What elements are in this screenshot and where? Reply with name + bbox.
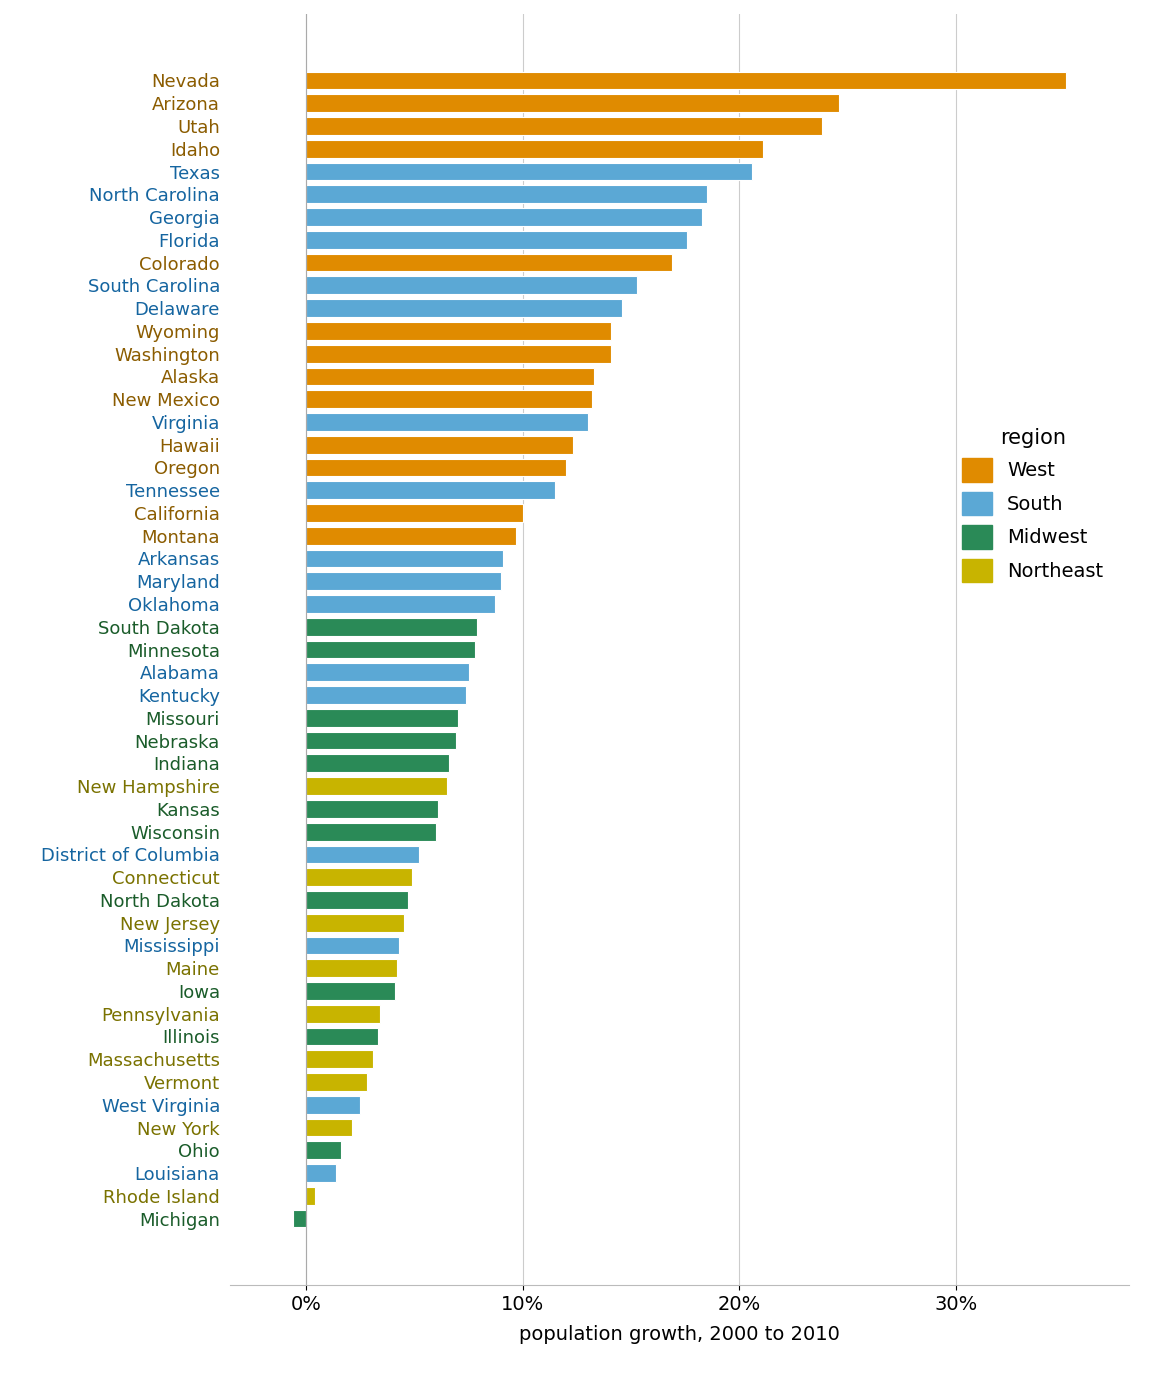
Bar [306, 1187, 314, 1205]
Bar [306, 1164, 336, 1182]
Bar [306, 300, 622, 316]
Bar [306, 777, 447, 795]
Bar [306, 527, 516, 545]
Bar [306, 1005, 380, 1023]
Bar [306, 1028, 378, 1045]
Bar [306, 481, 555, 499]
Bar [306, 231, 688, 249]
Bar [306, 504, 523, 522]
Bar [306, 618, 477, 636]
Bar [306, 914, 403, 931]
Bar [306, 140, 763, 158]
Bar [306, 209, 703, 225]
Bar [306, 1118, 351, 1136]
Bar [306, 800, 438, 818]
Bar [306, 641, 475, 658]
Bar [306, 322, 612, 340]
Bar [306, 254, 672, 271]
Bar [306, 1050, 373, 1068]
Bar [306, 550, 503, 568]
Bar [306, 687, 467, 703]
Bar [306, 413, 588, 431]
Bar [306, 709, 457, 727]
Bar [294, 1209, 306, 1227]
Bar [306, 959, 397, 977]
Bar [306, 1142, 341, 1159]
Bar [306, 846, 419, 864]
Bar [306, 937, 400, 955]
Bar [306, 983, 395, 999]
Bar [306, 390, 592, 408]
Bar [306, 731, 455, 749]
Bar [306, 1074, 366, 1090]
Bar [306, 1096, 361, 1114]
Bar [306, 868, 412, 886]
Bar [306, 822, 437, 840]
Bar [306, 163, 752, 181]
Bar [306, 572, 501, 590]
Bar [306, 459, 566, 477]
Bar [306, 185, 706, 203]
Bar [306, 755, 449, 773]
Legend: West, South, Midwest, Northeast: West, South, Midwest, Northeast [955, 420, 1111, 590]
Bar [306, 596, 494, 612]
Bar [306, 891, 408, 909]
Bar [306, 94, 839, 112]
X-axis label: population growth, 2000 to 2010: population growth, 2000 to 2010 [520, 1325, 840, 1345]
Bar [306, 344, 612, 362]
Bar [306, 435, 573, 453]
Bar [306, 117, 821, 135]
Bar [306, 276, 637, 294]
Bar [306, 368, 594, 386]
Bar [306, 663, 469, 681]
Bar [306, 72, 1066, 90]
